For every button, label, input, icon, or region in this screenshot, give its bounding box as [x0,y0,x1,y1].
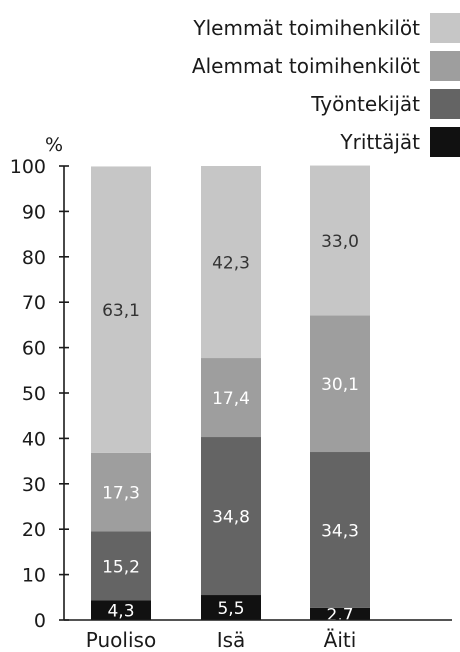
y-axis: 0 10 20 30 40 50 60 70 80 90 100 [10,156,69,632]
legend-label: Ylemmät toimihenkilöt [192,16,420,40]
data-label: 42,3 [212,254,250,274]
bar-segment [201,595,261,620]
bar-segment [201,437,261,596]
bar-segment [91,600,151,620]
bar-segment [310,315,370,453]
bars: 4,3 15,2 17,3 63,1 5,5 34,8 17,4 42,3 2,7 34,3 30,… [91,165,370,625]
bar-segment [91,452,151,532]
y-tick-label: 60 [22,338,46,360]
data-label: 63,1 [102,301,140,321]
bar-segment [201,358,261,438]
data-label: 4,3 [107,602,134,622]
y-tick-label: 80 [22,247,46,269]
y-tick-label: 30 [22,474,46,496]
y-tick-label: 10 [22,565,46,587]
x-category-label: Äiti [324,628,357,652]
legend: Ylemmät toimihenkilöt Alemmat toimihenkil… [192,13,460,157]
y-tick-label: 50 [22,383,46,405]
bar-segment [310,452,370,608]
y-tick-label: 0 [34,610,46,632]
data-label: 5,5 [217,599,244,619]
data-label: 17,3 [102,484,140,504]
legend-label: Alemmat toimihenkilöt [192,54,420,78]
bar-segment [310,607,370,620]
bar-segment [201,166,261,359]
y-tick-label: 40 [22,428,46,450]
data-label: 2,7 [326,605,353,625]
x-category-label: Puoliso [86,628,156,652]
bar-segment [91,166,151,453]
y-tick-label: 90 [22,201,46,223]
legend-label: Työntekijät [310,92,420,116]
legend-swatch [430,51,460,81]
y-tick-label: 70 [22,292,46,314]
data-label: 17,4 [212,389,250,409]
data-label: 30,1 [321,375,359,395]
legend-swatch [430,13,460,43]
data-label: 34,8 [212,508,250,528]
y-tick-label: 100 [10,156,46,178]
data-label: 34,3 [321,521,359,541]
legend-label: Yrittäjät [339,130,420,154]
legend-swatch [430,127,460,157]
data-label: 33,0 [321,232,359,252]
bar-segment [310,165,370,316]
legend-swatch [430,89,460,119]
data-label: 15,2 [102,557,140,577]
x-category-label: Isä [217,628,246,652]
bar-segment [91,531,151,601]
y-unit-label: % [45,134,63,156]
x-axis: Puoliso Isä Äiti [64,619,452,652]
y-tick-label: 20 [22,519,46,541]
